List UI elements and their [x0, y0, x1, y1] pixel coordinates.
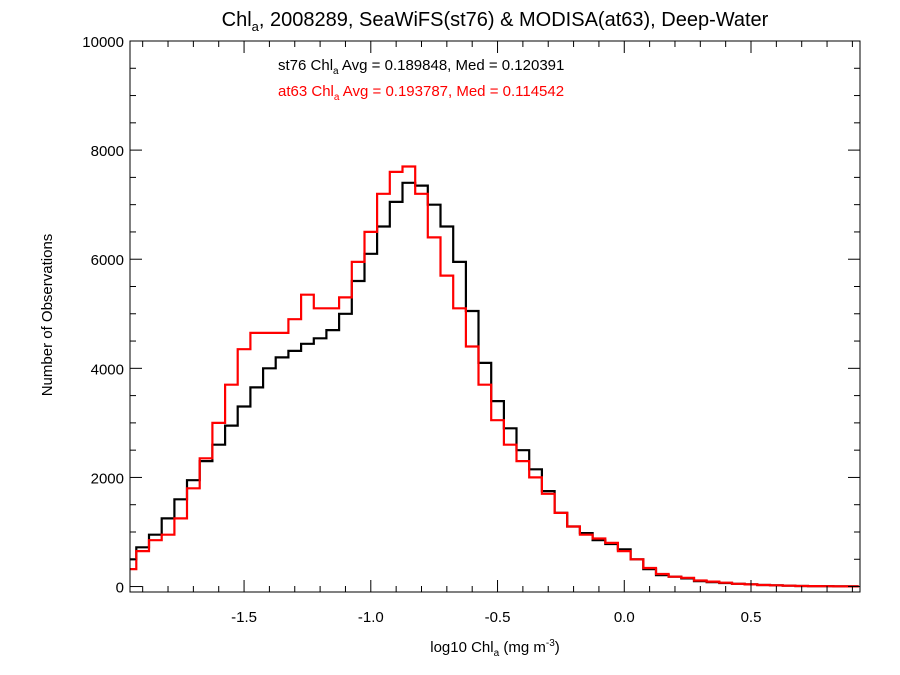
y-tick-label: 4000: [91, 361, 124, 378]
y-tick-label: 0: [116, 580, 124, 597]
y-tick-label: 2000: [91, 470, 124, 487]
x-tick-label: -1.0: [358, 609, 384, 626]
series-line-at63: [130, 165, 859, 588]
series-line-st76: [130, 181, 859, 588]
x-tick-label: 0.5: [741, 609, 762, 626]
x-tick-label: 0.0: [614, 609, 635, 626]
stats-st76: st76 Chla Avg = 0.189848, Med = 0.120391: [278, 57, 564, 77]
stats-at63: at63 Chla Avg = 0.193787, Med = 0.114542: [278, 83, 564, 103]
plot-area: -1.5 -1.0 -0.5 0.0 0.5 0 2000 4000 6000 8000 10000: [82, 34, 861, 626]
y-axis-label: Number of Observations: [39, 234, 56, 397]
chart-title: Chla, 2008289, SeaWiFS(st76) & MODISA(at…: [222, 9, 769, 34]
y-tick-label: 8000: [91, 143, 124, 160]
y-tick-label: 6000: [91, 252, 124, 269]
x-tick-label: -1.5: [231, 609, 257, 626]
plot-frame: [129, 40, 861, 593]
x-tick-label: -0.5: [485, 609, 511, 626]
x-axis-label: log10 Chla (mg m-3): [430, 638, 560, 659]
y-tick-label: 10000: [82, 34, 124, 51]
